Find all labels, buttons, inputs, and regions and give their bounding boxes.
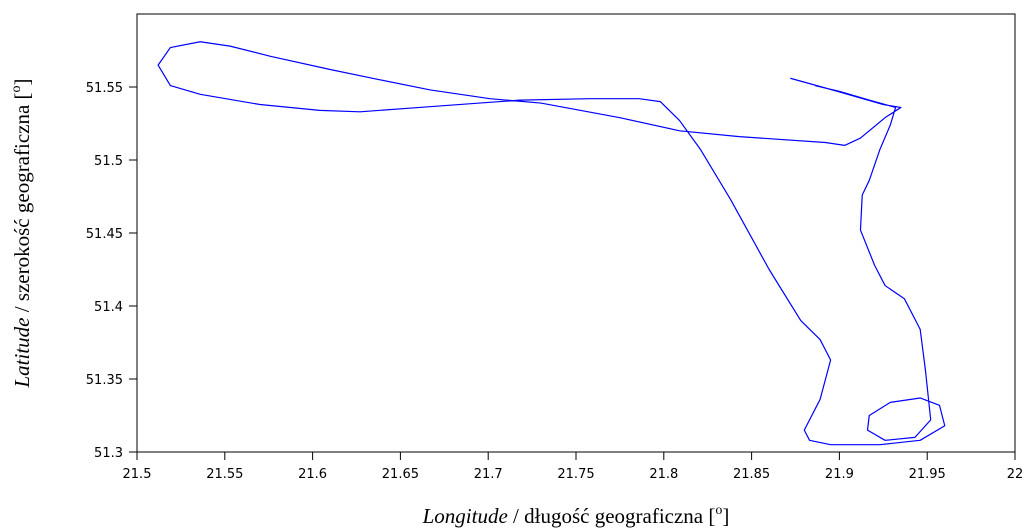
x-tick-label: 21.6	[298, 467, 327, 482]
x-tick-label: 22	[1007, 467, 1024, 482]
x-title-italic: Longitude	[422, 504, 508, 528]
y-title-text: / szerokość geograficzna [	[10, 92, 34, 317]
track-line	[157, 41, 946, 446]
x-tick-label: 21.55	[206, 467, 243, 482]
y-tick-label: 51.45	[86, 227, 123, 242]
y-title-italic: Latitude	[10, 318, 34, 389]
x-tick-label: 21.5	[123, 467, 152, 482]
x-tick-label: 21.65	[382, 467, 419, 482]
x-tick-label: 21.8	[649, 467, 678, 482]
y-tick-label: 51.3	[94, 446, 123, 461]
y-tick-label: 51.35	[86, 373, 123, 388]
y-tick-label: 51.55	[86, 81, 123, 96]
x-title-sup: o	[715, 503, 722, 518]
plot-frame	[136, 13, 1016, 453]
x-tick-label: 21.95	[909, 467, 946, 482]
y-tick-label: 51.5	[94, 154, 123, 169]
y-title-sup: o	[9, 85, 24, 92]
x-axis-title: Longitude / długość geograficzna [o]	[422, 503, 730, 528]
y-tick-label: 51.4	[94, 300, 123, 315]
x-tick-label: 21.9	[825, 467, 854, 482]
y-axis-title: Latitude / szerokość geograficzna [o]	[9, 78, 34, 388]
y-title-end: ]	[10, 78, 34, 85]
x-title-end: ]	[722, 504, 729, 528]
x-tick-label: 21.7	[474, 467, 503, 482]
x-tick-label: 21.85	[733, 467, 770, 482]
x-title-text: / długość geograficzna [	[508, 504, 716, 528]
x-tick-label: 21.75	[557, 467, 594, 482]
